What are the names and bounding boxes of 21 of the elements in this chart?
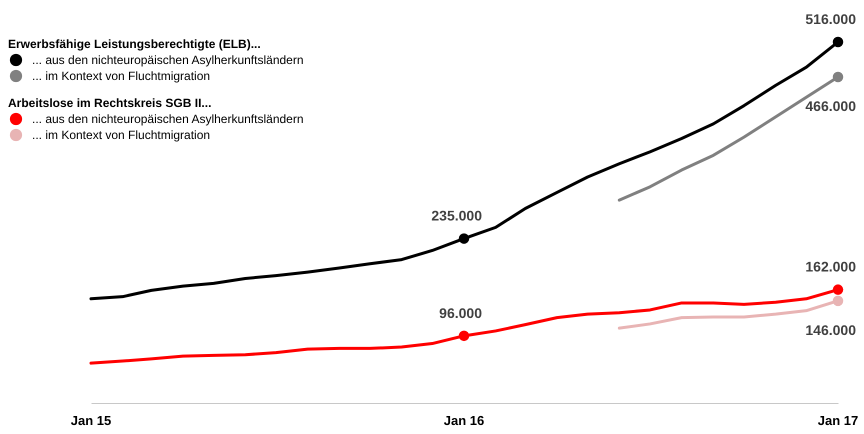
x-tick-label: Jan 15 xyxy=(70,413,112,428)
point xyxy=(832,36,844,48)
legend-label: ... aus den nichteuropäischen Asylherkunftsländern xyxy=(32,112,304,126)
point xyxy=(458,233,470,244)
x-tick-label: Jan 16 xyxy=(444,413,484,428)
point xyxy=(832,72,844,82)
legend-label: ... im Kontext von Fluchtmigration xyxy=(32,128,210,142)
point xyxy=(832,284,844,295)
data-label: 466.000 xyxy=(805,98,856,114)
data-label: 96.000 xyxy=(439,304,482,321)
data-label: 516.000 xyxy=(805,11,856,27)
x-tick-label: Jan 17 xyxy=(818,413,858,428)
point xyxy=(458,330,470,342)
annotation: Erwerbsfähige Leistungsberechtigte (ELB)... xyxy=(8,37,261,51)
data-label: 235.000 xyxy=(431,208,482,224)
legend-label: ... aus den nichteuropäischen Asylherkunftsländern xyxy=(32,53,304,67)
legend-label: ... im Kontext von Fluchtmigration xyxy=(32,69,210,83)
data-label: 146.000 xyxy=(805,322,856,338)
annotation: Arbeitslose im Rechtskreis SGB II... xyxy=(8,96,212,110)
point xyxy=(832,296,844,306)
data-label: 162.000 xyxy=(805,258,856,275)
